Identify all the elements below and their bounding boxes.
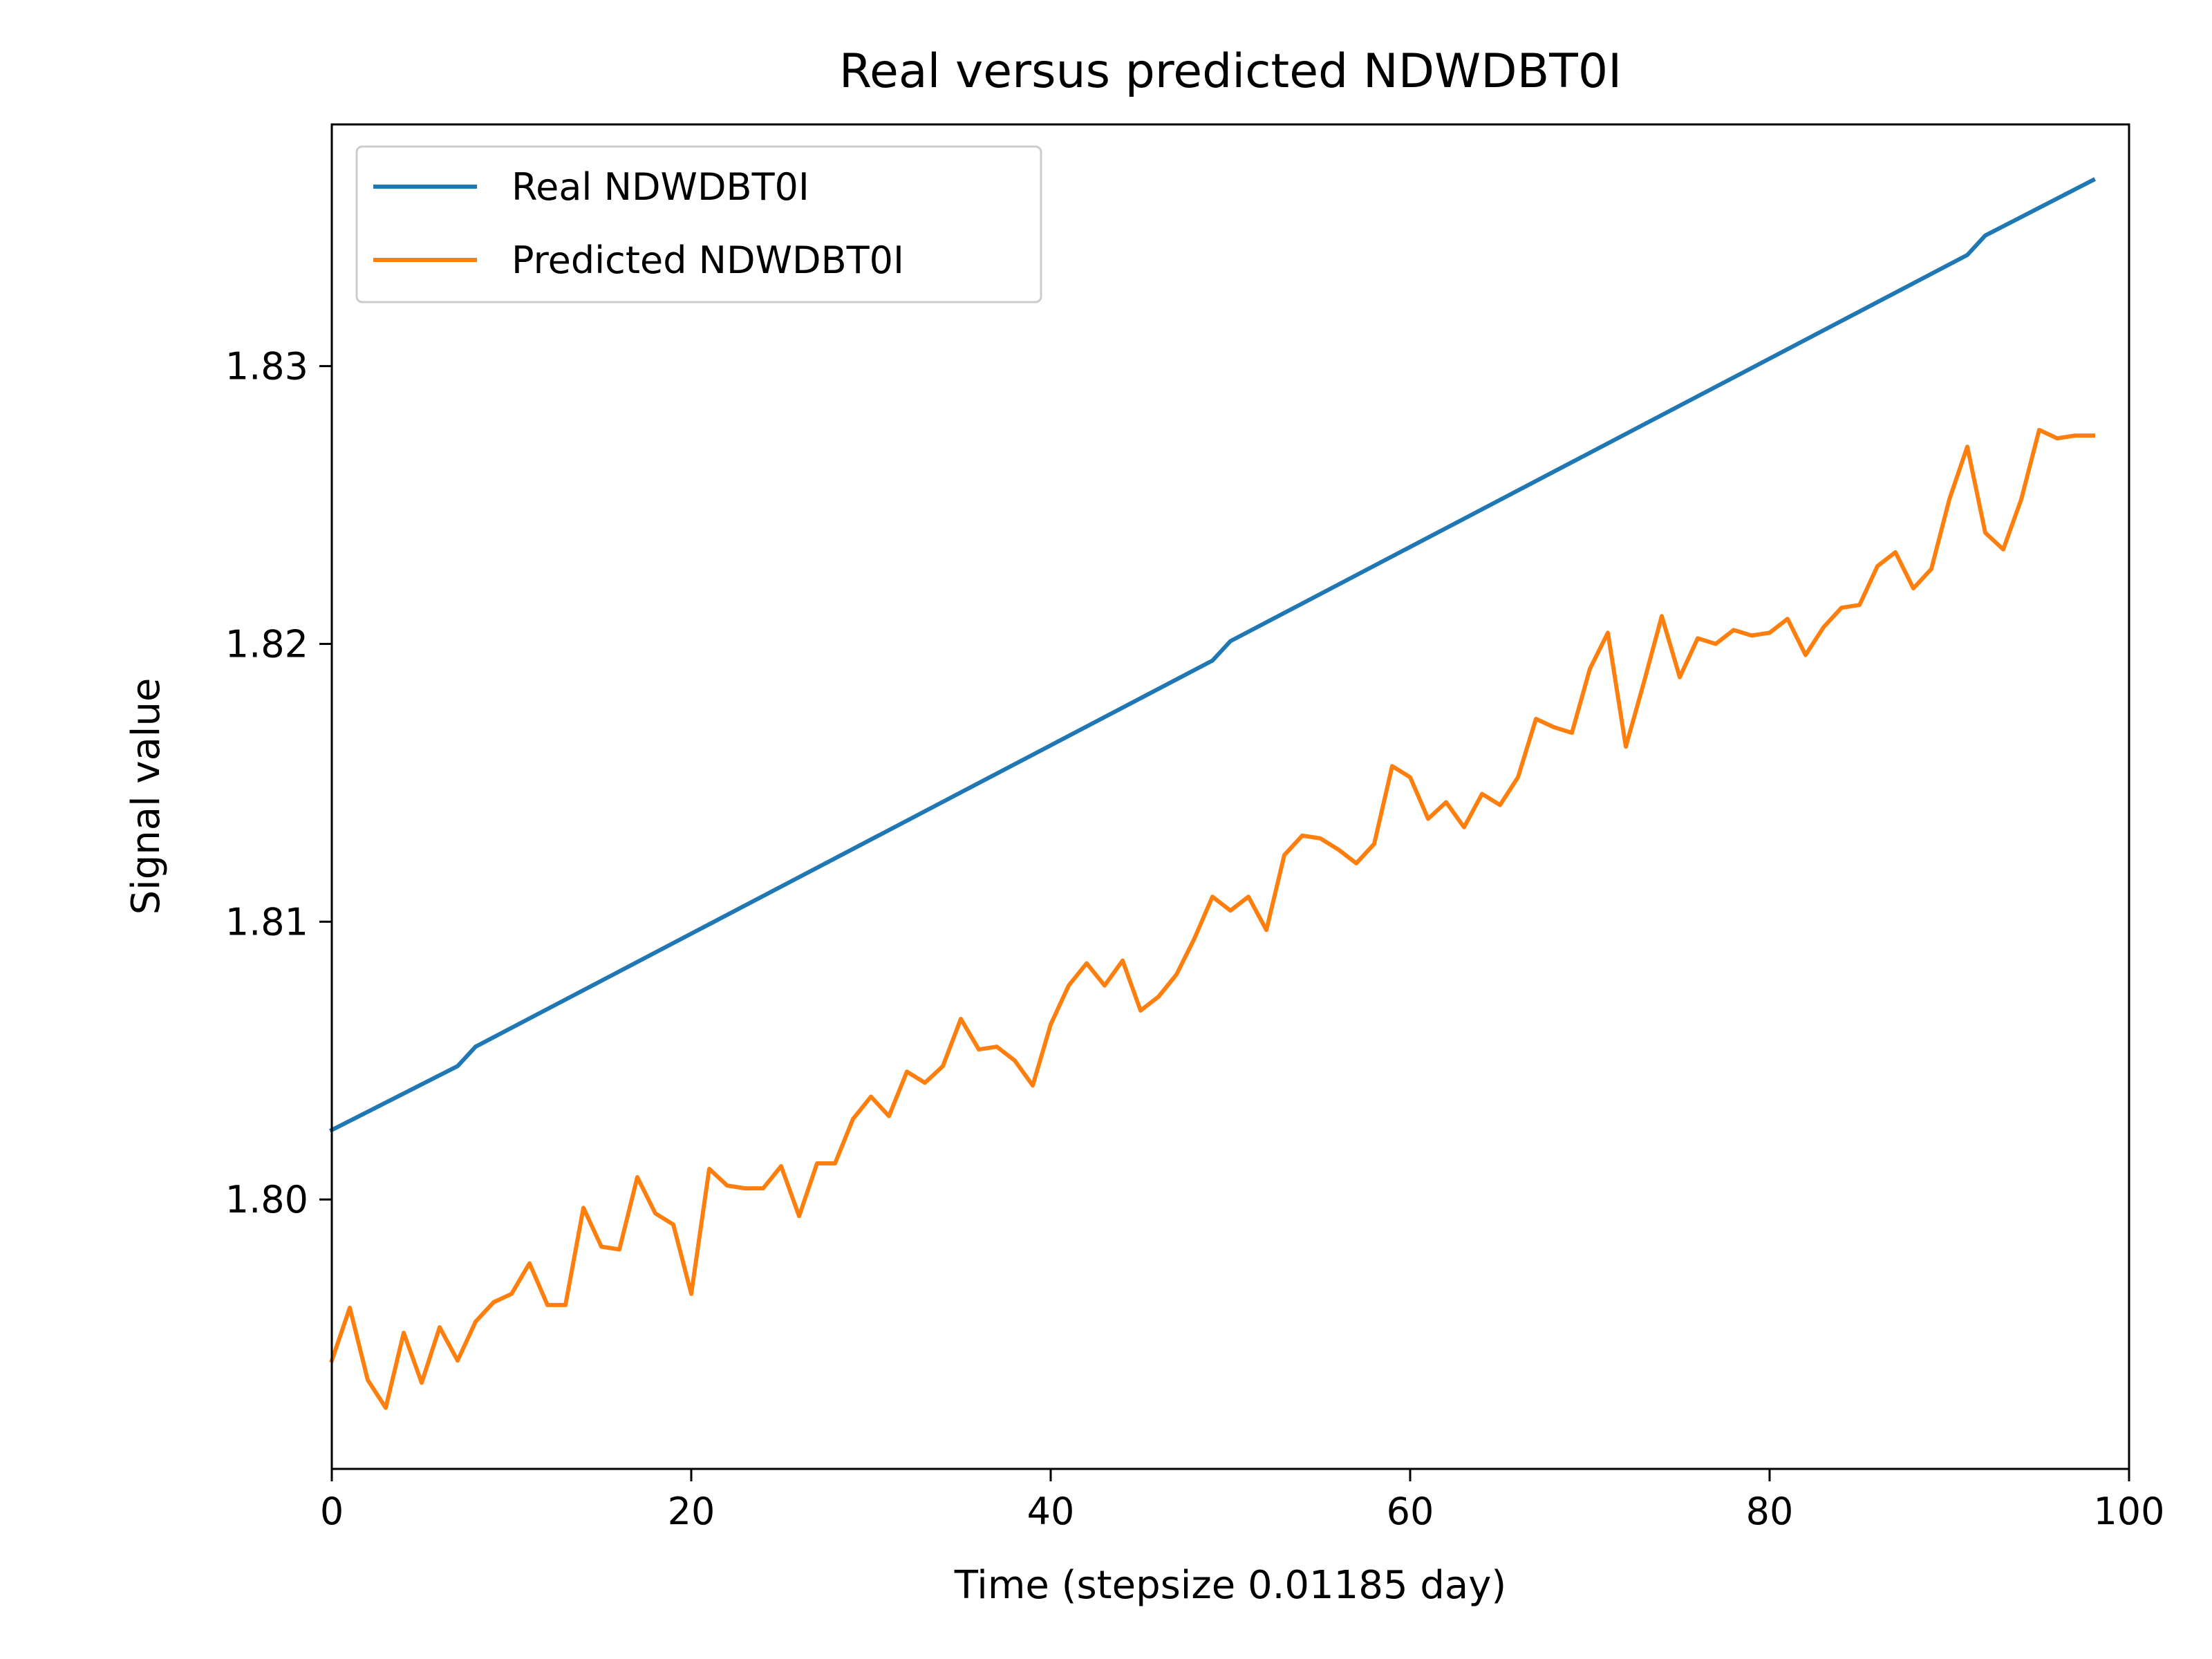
y-tick-label: 1.82 [225, 622, 308, 666]
series-line [329, 428, 2095, 1410]
y-tick-label: 1.81 [225, 900, 308, 944]
chart-title: Real versus predicted NDWDBT0I [839, 44, 1622, 99]
x-tick-label: 100 [2093, 1490, 2164, 1533]
y-axis-label: Signal value [124, 678, 169, 915]
x-tick-label: 20 [668, 1490, 715, 1533]
series-line [328, 177, 2097, 1133]
x-tick-label: 60 [1387, 1490, 1434, 1533]
legend-label: Predicted NDWDBT0I [512, 238, 904, 282]
x-tick-label: 0 [320, 1490, 344, 1533]
series-layer [328, 177, 2097, 1410]
y-tick-label: 1.80 [225, 1178, 308, 1221]
x-axis-label: Time (stepsize 0.01185 day) [954, 1563, 1506, 1608]
legend-box [355, 145, 1042, 303]
plot-frame [330, 123, 2130, 1470]
axis-ticks: 0 20 40 60 80 100 1.80 1.81 1.82 1.83 [225, 345, 2165, 1533]
legend: Real NDWDBT0I Predicted NDWDBT0I [355, 145, 1042, 303]
x-tick-label: 80 [1746, 1490, 1794, 1533]
legend-label: Real NDWDBT0I [512, 165, 809, 209]
x-tick-label: 40 [1027, 1490, 1075, 1533]
y-tick-label: 1.83 [225, 345, 308, 388]
